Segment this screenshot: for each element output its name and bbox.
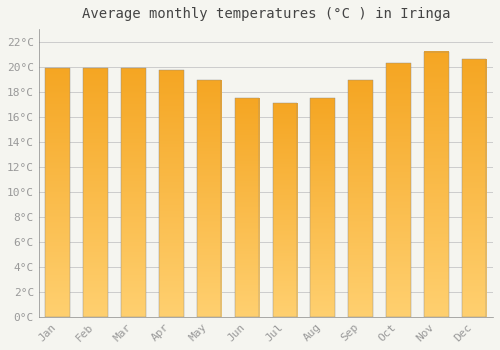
Bar: [159, 70, 184, 317]
Title: Average monthly temperatures (°C ) in Iringa: Average monthly temperatures (°C ) in Ir…: [82, 7, 450, 21]
Bar: [197, 80, 222, 317]
Bar: [310, 98, 335, 317]
Bar: [46, 68, 70, 317]
Bar: [84, 68, 108, 317]
Bar: [234, 98, 260, 317]
Bar: [272, 103, 297, 317]
Bar: [121, 68, 146, 317]
Bar: [424, 51, 448, 317]
Bar: [348, 80, 373, 317]
Bar: [462, 59, 486, 317]
Bar: [386, 63, 410, 317]
